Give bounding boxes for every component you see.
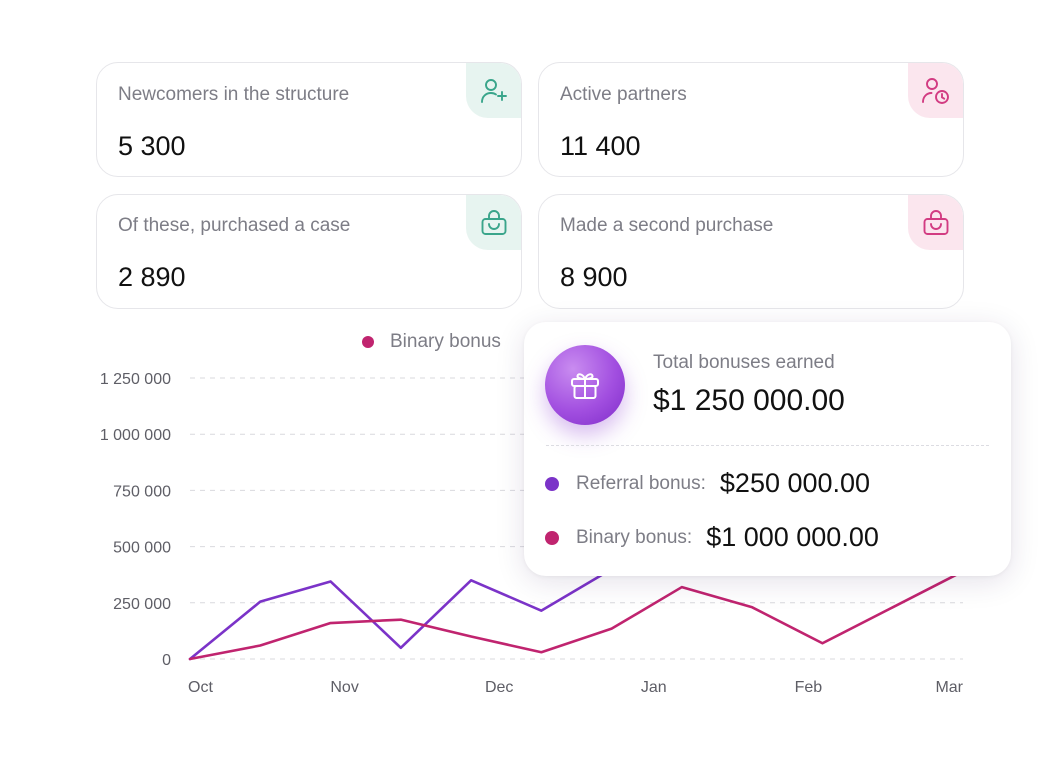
user-clock-icon <box>921 77 949 104</box>
tooltip-row-binary: Binary bonus: $1 000 000.00 <box>545 522 879 553</box>
stat-label: Newcomers in the structure <box>118 84 350 105</box>
x-tick-label: Mar <box>935 679 963 696</box>
stat-icon-badge <box>466 63 521 118</box>
stat-value: 2 890 <box>118 262 186 292</box>
x-tick-label: Dec <box>485 679 513 696</box>
stat-card-active-partners: Active partners 11 400 <box>538 62 964 177</box>
binary-swatch <box>545 530 559 545</box>
tooltip-divider <box>546 445 989 446</box>
chart-legend[interactable]: Binary bonus <box>362 331 501 353</box>
stat-icon-badge <box>908 63 963 118</box>
legend-label: Binary bonus <box>390 331 501 352</box>
legend-swatch <box>362 336 374 348</box>
y-tick-label: 0 <box>162 652 171 669</box>
gift-icon <box>571 373 599 399</box>
tooltip-row-label: Binary bonus: <box>576 526 693 548</box>
shopping-bag-icon <box>481 209 506 235</box>
stat-icon-badge <box>908 195 963 250</box>
tooltip-row-value: $1 000 000.00 <box>706 522 879 552</box>
tooltip-title: Total bonuses earned <box>653 352 835 373</box>
x-tick-label: Feb <box>795 679 823 696</box>
bonus-tooltip: Total bonuses earned $1 250 000.00 Refer… <box>524 322 1011 576</box>
stat-icon-badge <box>466 195 521 250</box>
y-tick-label: 750 000 <box>113 483 171 500</box>
x-tick-label: Nov <box>330 679 358 696</box>
shopping-bag-icon <box>923 209 948 235</box>
stat-label: Of these, purchased a case <box>118 215 351 236</box>
x-tick-label: Jan <box>641 679 667 696</box>
stat-card-second-purchase: Made a second purchase 8 900 <box>538 194 964 309</box>
referral-swatch <box>545 476 559 491</box>
y-tick-label: 500 000 <box>113 540 171 557</box>
user-plus-icon <box>480 78 507 103</box>
stat-card-newcomers: Newcomers in the structure 5 300 <box>96 62 522 177</box>
gift-icon-badge <box>545 345 625 425</box>
y-tick-label: 1 250 000 <box>100 371 171 388</box>
tooltip-row-value: $250 000.00 <box>719 468 871 498</box>
stat-value: 11 400 <box>560 131 641 161</box>
stat-value: 5 300 <box>118 131 186 161</box>
tooltip-total-value: $1 250 000.00 <box>653 384 845 417</box>
stat-value: 8 900 <box>560 262 628 292</box>
series-line-binary-bonus[interactable] <box>188 570 965 661</box>
stat-card-purchased-case: Of these, purchased a case 2 890 <box>96 194 522 309</box>
stat-label: Active partners <box>560 84 687 105</box>
series-line-referral-bonus[interactable] <box>188 567 613 661</box>
y-tick-label: 250 000 <box>113 596 171 613</box>
y-tick-label: 1 000 000 <box>100 427 171 444</box>
x-tick-label: Oct <box>188 679 213 696</box>
tooltip-row-label: Referral bonus: <box>576 472 706 494</box>
stat-label: Made a second purchase <box>560 215 774 236</box>
tooltip-row-referral: Referral bonus: $250 000.00 <box>545 468 870 499</box>
